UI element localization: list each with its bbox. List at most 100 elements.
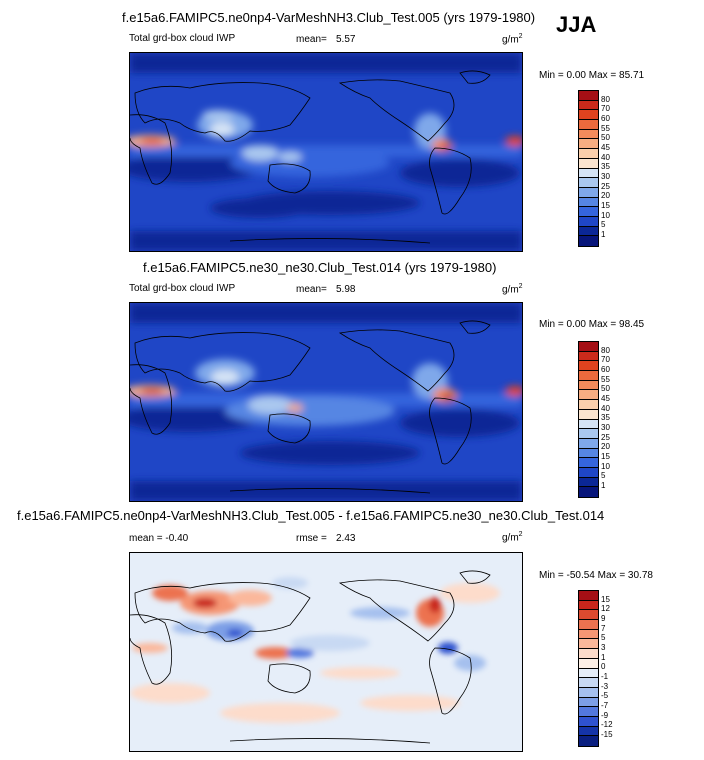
panel2-cbar-tick: 55 (601, 375, 610, 384)
panel1-cbar-seg (579, 197, 598, 208)
panel3-map (129, 552, 523, 752)
panel2-cbar-tick: 15 (601, 452, 610, 461)
panel1-cbar-seg (579, 139, 598, 150)
panel2-cbar-seg (579, 448, 598, 459)
panel2-cbar-tick: 25 (601, 433, 610, 442)
panel3-cbar-seg (579, 610, 598, 621)
panel1-units-sup: 2 (518, 33, 523, 40)
panel3-cbar-tick: -15 (601, 730, 613, 739)
panel3-cbar-tick: 12 (601, 604, 610, 613)
panel1-cbar-seg (579, 91, 598, 101)
panel2-cbar-seg (579, 409, 598, 420)
panel2-cbar-tick: 20 (601, 442, 610, 451)
panel2-cbar-tick: 10 (601, 462, 610, 471)
panel1-cbar-tick: 80 (601, 95, 610, 104)
panel1-cbar-tick: 35 (601, 162, 610, 171)
panel3-cbar-tick: 9 (601, 614, 606, 623)
panel2-cbar-seg (579, 487, 598, 497)
panel3-cbar-tick: 5 (601, 633, 606, 642)
panel3-cbar-seg (579, 649, 598, 659)
panel2-field-label: Total grd-box cloud IWP (129, 283, 236, 294)
panel1-field-label: Total grd-box cloud IWP (129, 33, 236, 44)
season-label: JJA (556, 12, 597, 37)
panel2-cbar-tick: 35 (601, 413, 610, 422)
panel3-coastlines (130, 570, 491, 744)
panel3-cbar-tick: -9 (601, 711, 609, 720)
panel3-cbar-tick: 3 (601, 643, 606, 652)
panel3-cbar-seg (579, 707, 598, 717)
panel3-cbar-tick: 7 (601, 624, 606, 633)
panel2-cbar-seg (579, 342, 598, 352)
panel3-cbar-seg (579, 697, 598, 708)
panel3-bg-field (130, 553, 522, 751)
panel1-field-blobs (130, 53, 522, 251)
panel3-cbar-seg (579, 726, 598, 737)
panel3-cbar-tick: 0 (601, 662, 606, 671)
panel3-cbar-seg (579, 591, 598, 601)
panel2-cbar-seg (579, 419, 598, 430)
panel1-cbar-tick: 40 (601, 153, 610, 162)
panel1-cbar-seg (579, 158, 598, 169)
panel3-cbar-tick: -1 (601, 672, 609, 681)
panel3-rmse-label: rmse = (296, 533, 327, 544)
panel2-title: f.e15a6.FAMIPC5.ne30_ne30.Club_Test.014 … (143, 260, 497, 275)
panel1-map-svg (130, 53, 522, 251)
panel1-cbar-seg (579, 236, 598, 246)
panel1-cbar-seg (579, 120, 598, 130)
panel2-cbar-seg (579, 390, 598, 401)
panel1-cbar-tick: 60 (601, 114, 610, 123)
panel3-cbar-seg (579, 658, 598, 669)
panel2-units-base: g/m (502, 284, 519, 296)
panel2-cbar-tick: 1 (601, 481, 606, 490)
panel1-colorbar (578, 90, 599, 247)
panel1-cbar-seg (579, 207, 598, 217)
panel3-field-blobs (130, 577, 500, 723)
panel3-minmax: Min = -50.54 Max = 30.78 (539, 570, 653, 581)
panel2-cbar-tick: 30 (601, 423, 610, 432)
panel1-cbar-tick: 20 (601, 191, 610, 200)
panel3-title: f.e15a6.FAMIPC5.ne0np4-VarMeshNH3.Club_T… (17, 508, 605, 523)
panel3-units: g/m2 (502, 531, 523, 543)
panel1-title: f.e15a6.FAMIPC5.ne0np4-VarMeshNH3.Club_T… (122, 10, 536, 25)
panel2-mean-label: mean= (296, 284, 327, 295)
panel1-units-base: g/m (502, 34, 519, 46)
panel2-units: g/m2 (502, 283, 523, 295)
panel2-mean-value: 5.98 (336, 284, 356, 295)
panel1-cbar-tick: 25 (601, 182, 610, 191)
panel1-cbar-tick: 10 (601, 211, 610, 220)
panel1-cbar-seg (579, 187, 598, 198)
panel1-mean-value: 5.57 (336, 34, 356, 45)
panel1-map (129, 52, 523, 252)
panel2-cbar-tick: 40 (601, 404, 610, 413)
panel3-cbar-tick: -5 (601, 691, 609, 700)
panel1-cbar-seg (579, 110, 598, 121)
panel2-cbar-tick: 5 (601, 471, 606, 480)
panel1-units: g/m2 (502, 33, 523, 45)
panel2-cbar-tick: 45 (601, 394, 610, 403)
panel3-cbar-seg (579, 678, 598, 688)
panel1-cbar-seg (579, 100, 598, 111)
panel2-cbar-seg (579, 371, 598, 381)
panel2-map (129, 302, 523, 502)
panel2-field-blobs (130, 303, 522, 501)
panel1-cbar-seg (579, 216, 598, 227)
panel1-cbar-tick: 50 (601, 133, 610, 142)
panel3-cbar-tick: -7 (601, 701, 609, 710)
panel1-cbar-tick: 30 (601, 172, 610, 181)
panel1-cbar-tick: 70 (601, 104, 610, 113)
panel1-coastlines (130, 70, 491, 244)
panel1-cbar-tick: 45 (601, 143, 610, 152)
panel2-minmax: Min = 0.00 Max = 98.45 (539, 319, 645, 330)
panel3-cbar-seg (579, 687, 598, 698)
panel1-cbar-tick: 55 (601, 124, 610, 133)
panel1-cbar-seg (579, 129, 598, 140)
panel3-units-sup: 2 (518, 531, 523, 538)
panel2-cbar-seg (579, 458, 598, 468)
panel3-cbar-tick: 1 (601, 653, 606, 662)
panel3-cbar-tick: -3 (601, 682, 609, 691)
panel2-colorbar (578, 341, 599, 498)
panel3-cbar-seg (579, 736, 598, 746)
panel2-cbar-seg (579, 400, 598, 410)
panel2-cbar-seg (579, 380, 598, 391)
panel1-cbar-seg (579, 226, 598, 237)
